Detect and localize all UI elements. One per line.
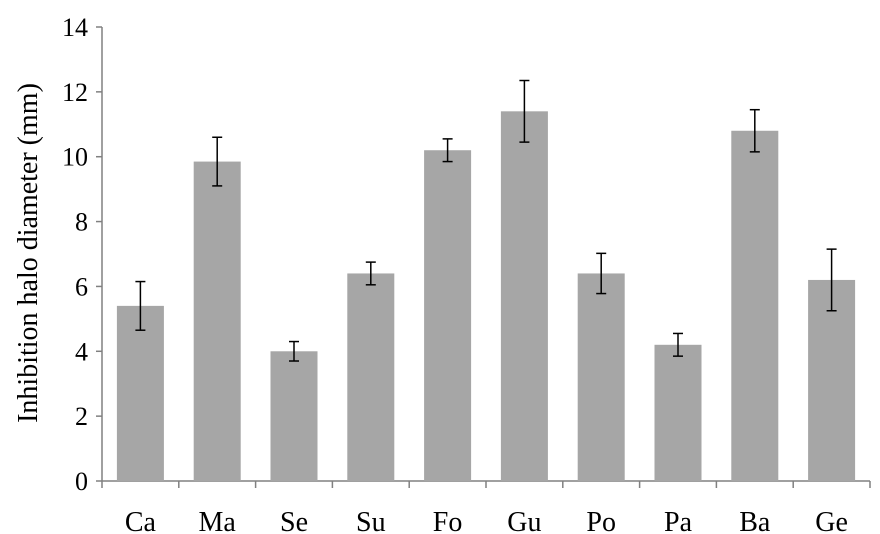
y-tick-label: 0: [75, 467, 88, 496]
bar-se: [270, 351, 318, 481]
x-tick-label: Ma: [199, 507, 237, 534]
y-axis: 0 2 4 6 8 10 12 14: [62, 13, 103, 496]
x-tick-label: Po: [586, 507, 616, 534]
bar-ge: [808, 279, 856, 481]
y-tick-label: 2: [75, 402, 88, 431]
bar-ba: [731, 130, 779, 481]
x-tick-label: Gu: [507, 507, 541, 534]
bar-ma: [193, 161, 241, 482]
x-tick-label: Su: [356, 507, 386, 534]
y-tick-label: 6: [75, 272, 88, 301]
bar-fo: [424, 150, 472, 481]
x-tick-label: Fo: [433, 507, 463, 534]
y-tick-label: 8: [75, 208, 88, 237]
x-axis: Ca Ma Se Su Fo Gu Po Pa Ba Ge: [101, 480, 871, 534]
error-bars: [135, 79, 837, 362]
y-tick-label: 12: [62, 78, 88, 107]
bar-ca: [116, 305, 164, 481]
bar-su: [347, 273, 395, 481]
bars: [116, 111, 856, 482]
bar-pa: [654, 344, 702, 481]
x-tick-label: Ca: [125, 507, 157, 534]
bar-gu: [500, 111, 548, 482]
y-tick-label: 4: [75, 337, 88, 366]
x-tick-label: Se: [280, 507, 308, 534]
x-tick-label: Ba: [739, 507, 771, 534]
x-tick-label: Ge: [815, 507, 848, 534]
bar-po: [577, 273, 625, 481]
x-tick-label: Pa: [664, 507, 693, 534]
y-axis-label: Inhibition halo diameter (mm): [13, 83, 44, 423]
y-tick-label: 14: [62, 13, 88, 42]
y-tick-label: 10: [62, 143, 88, 172]
